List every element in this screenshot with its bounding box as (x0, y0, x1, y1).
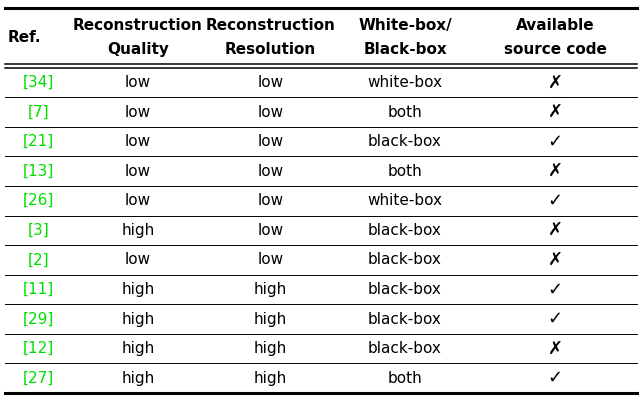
Text: low: low (258, 164, 284, 179)
Text: white-box: white-box (367, 75, 443, 90)
Text: [21]: [21] (22, 134, 54, 149)
Text: [29]: [29] (22, 312, 54, 326)
Text: ✓: ✓ (548, 133, 563, 151)
Text: White-box/: White-box/ (358, 18, 452, 33)
Text: low: low (125, 134, 151, 149)
Text: low: low (125, 252, 151, 267)
Text: Quality: Quality (107, 42, 169, 57)
Text: low: low (258, 252, 284, 267)
Text: Resolution: Resolution (225, 42, 316, 57)
Text: low: low (125, 105, 151, 119)
Text: black-box: black-box (368, 252, 442, 267)
Text: both: both (388, 105, 422, 119)
Text: source code: source code (504, 42, 607, 57)
Text: [7]: [7] (28, 105, 49, 119)
Text: ✗: ✗ (548, 251, 563, 269)
Text: ✓: ✓ (548, 369, 563, 387)
Text: high: high (254, 282, 287, 297)
Text: [13]: [13] (22, 164, 54, 179)
Text: [12]: [12] (22, 341, 54, 356)
Text: high: high (254, 341, 287, 356)
Text: ✗: ✗ (548, 221, 563, 239)
Text: black-box: black-box (368, 312, 442, 326)
Text: high: high (122, 312, 154, 326)
Text: low: low (258, 134, 284, 149)
Text: low: low (125, 164, 151, 179)
Text: black-box: black-box (368, 134, 442, 149)
Text: ✗: ✗ (548, 73, 563, 91)
Text: high: high (122, 282, 154, 297)
Text: ✓: ✓ (548, 280, 563, 298)
Text: low: low (258, 223, 284, 238)
Text: Ref.: Ref. (8, 30, 41, 45)
Text: [3]: [3] (28, 223, 49, 238)
Text: high: high (122, 371, 154, 386)
Text: ✗: ✗ (548, 340, 563, 358)
Text: low: low (258, 105, 284, 119)
Text: both: both (388, 164, 422, 179)
Text: [34]: [34] (22, 75, 54, 90)
Text: black-box: black-box (368, 282, 442, 297)
Text: white-box: white-box (367, 193, 443, 208)
Text: [11]: [11] (22, 282, 54, 297)
Text: high: high (254, 312, 287, 326)
Text: [26]: [26] (22, 193, 54, 208)
Text: high: high (122, 223, 154, 238)
Text: high: high (254, 371, 287, 386)
Text: black-box: black-box (368, 341, 442, 356)
Text: ✗: ✗ (548, 162, 563, 180)
Text: low: low (258, 75, 284, 90)
Text: low: low (125, 193, 151, 208)
Text: Reconstruction: Reconstruction (205, 18, 335, 33)
Text: [2]: [2] (28, 252, 49, 267)
Text: low: low (258, 193, 284, 208)
Text: [27]: [27] (22, 371, 54, 386)
Text: ✗: ✗ (548, 103, 563, 121)
Text: high: high (122, 341, 154, 356)
Text: low: low (125, 75, 151, 90)
Text: Black-box: Black-box (363, 42, 447, 57)
Text: black-box: black-box (368, 223, 442, 238)
Text: Reconstruction: Reconstruction (73, 18, 203, 33)
Text: ✓: ✓ (548, 192, 563, 210)
Text: ✓: ✓ (548, 310, 563, 328)
Text: both: both (388, 371, 422, 386)
Text: Available: Available (516, 18, 595, 33)
